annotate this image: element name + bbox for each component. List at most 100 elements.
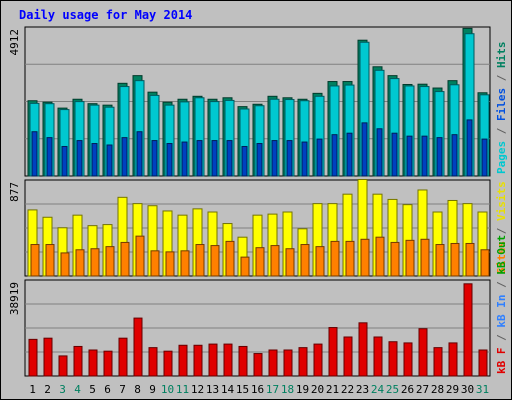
bar-pages-26 [406,135,413,177]
x-tick-label: 16 [251,383,264,396]
legend-entry: Sites [495,241,508,274]
x-tick-label: 8 [134,383,141,396]
bar-sites-17 [270,245,280,277]
bar-kb-f-2 [43,337,53,377]
x-tick-label: 22 [341,383,354,396]
x-tick-label: 19 [296,383,309,396]
legend-entry: Files [495,88,508,121]
bar-pages-4 [76,140,83,177]
bar-sites-11 [180,250,190,277]
y-max-label: 38919 [8,282,21,315]
bar-pages-11 [181,141,188,177]
bar-pages-27 [421,135,428,177]
bar-sites-5 [90,248,100,277]
legend-kbytes: kB F / kB In / kB Out [495,235,508,374]
x-tick-label: 9 [149,383,156,396]
legend-entry: Visits [495,181,508,221]
x-tick-label: 13 [206,383,219,396]
legend-entry: Pages [495,141,508,174]
bar-pages-21 [331,134,338,177]
bar-pages-1 [31,131,38,177]
bar-kb-f-23 [358,322,368,377]
bar-pages-20 [316,138,323,177]
bar-pages-29 [451,134,458,177]
x-tick-label: 7 [119,383,126,396]
bar-sites-29 [450,242,460,277]
bar-kb-f-11 [178,344,188,377]
bar-kb-f-22 [343,336,353,377]
bar-sites-6 [105,246,115,277]
legend-entry: / [495,328,508,348]
bar-sites-22 [345,240,355,277]
x-tick-label: 17 [266,383,279,396]
bar-pages-15 [241,145,248,177]
x-tick-label: 28 [431,383,444,396]
bar-pages-31 [481,138,488,177]
bar-kb-f-15 [238,345,248,377]
bar-pages-8 [136,131,143,177]
bar-kb-f-5 [88,349,98,377]
bar-sites-27 [420,238,430,277]
bar-kb-f-12 [193,344,203,377]
x-tick-label: 12 [191,383,204,396]
bar-kb-f-25 [388,341,398,377]
x-tick-label: 2 [44,383,51,396]
legend-entry: / [495,68,508,88]
bar-kb-f-4 [73,345,83,377]
bar-sites-2 [45,244,55,277]
bar-sites-19 [300,244,310,277]
x-tick-label: 25 [386,383,399,396]
legend-entry: / [495,121,508,141]
bar-pages-25 [391,132,398,177]
x-axis-labels: 1 2 3 4 5 6 7 8 9 10 11 12 13 14 15 16 17 18 19 20 21 22 23 24 2… [29,383,489,396]
panel-hits: 4912 Pages / Files / Hits [8,26,508,177]
bar-kb-f-27 [418,328,428,377]
x-tick-label: 15 [236,383,249,396]
bar-pages-16 [256,143,263,177]
bar-sites-23 [360,238,370,277]
x-tick-label: 4 [74,383,81,396]
bar-kb-f-9 [148,347,158,377]
bar-kb-f-1 [28,338,38,377]
bar-kb-f-19 [298,347,308,377]
bar-pages-5 [91,143,98,177]
bar-pages-12 [196,140,203,177]
legend-entry: kB Out [495,235,508,275]
bar-sites-31 [480,249,490,277]
bar-pages-22 [346,132,353,177]
x-tick-label: 20 [311,383,324,396]
bar-kb-f-18 [283,349,293,377]
bar-kb-f-28 [433,347,443,377]
bar-kb-f-14 [223,343,233,377]
y-max-label: 877 [8,182,21,202]
bar-sites-8 [135,235,145,277]
x-tick-label: 11 [176,383,189,396]
bar-pages-3 [61,145,68,177]
bar-sites-7 [120,241,130,277]
bar-sites-3 [60,252,70,277]
x-tick-label: 27 [416,383,429,396]
bar-kb-f-26 [403,342,413,377]
x-tick-label: 30 [461,383,474,396]
x-tick-label: 3 [59,383,66,396]
x-tick-label: 1 [29,383,36,396]
x-tick-label: 21 [326,383,339,396]
bar-sites-13 [210,245,220,277]
legend-entry: / [495,221,508,241]
y-max-label: 4912 [8,29,21,56]
bar-sites-1 [30,244,40,277]
bar-sites-18 [285,248,295,277]
bar-pages-23 [361,122,368,177]
bar-pages-14 [226,140,233,177]
bar-pages-19 [301,141,308,177]
bar-sites-20 [315,246,325,277]
bar-pages-7 [121,137,128,177]
x-tick-label: 26 [401,383,414,396]
bar-sites-26 [405,239,415,277]
bar-pages-28 [436,137,443,177]
x-tick-label: 31 [476,383,489,396]
bar-sites-24 [375,236,385,277]
legend-entry: kB In [495,295,508,328]
bar-pages-13 [211,140,218,177]
panel-kbytes: 38919 kB F / kB In / kB Out [8,235,508,377]
